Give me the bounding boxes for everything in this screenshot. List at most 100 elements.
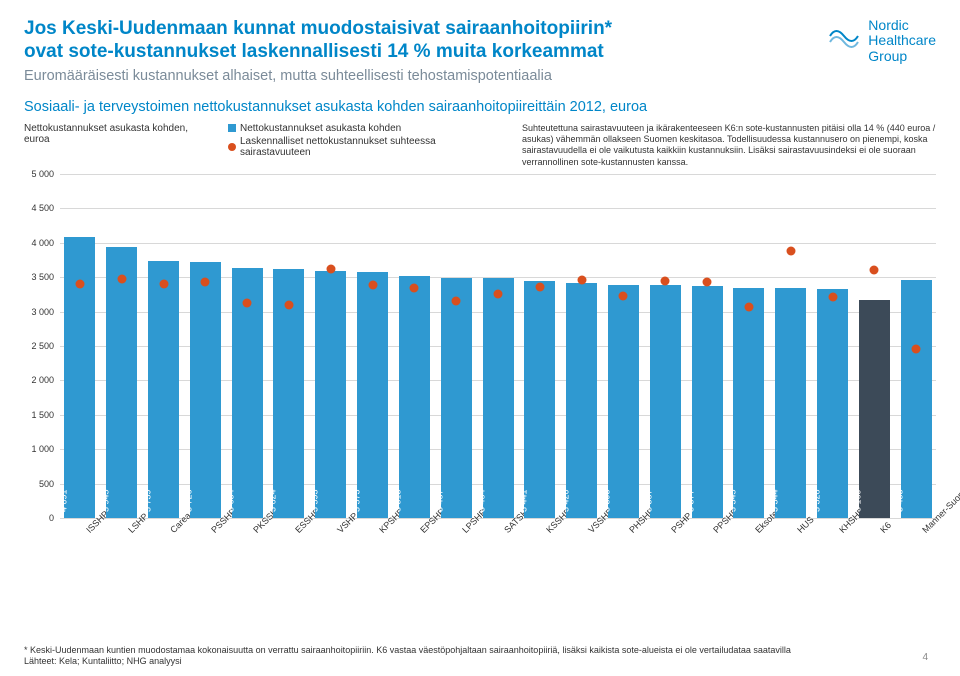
scatter-dot <box>744 303 753 312</box>
title-line-1: Jos Keski-Uudenmaan kunnat muodostaisiva… <box>24 18 612 39</box>
chart-column: 3 484SATSHP <box>478 174 518 518</box>
y-tick-label: 1 500 <box>31 410 54 420</box>
chart-column: 3 420VSSHP <box>562 174 602 518</box>
chart-column: 3 453Manner-Suomi pl.… <box>896 174 936 518</box>
legend-item-dot: Laskennalliset nettokustannukset suhtees… <box>228 136 508 158</box>
bar-value-label: 3 573 <box>351 489 361 512</box>
bar: 3 169 <box>859 300 890 518</box>
bar: 3 739 <box>148 261 179 518</box>
chart-column: 3 513EPSHP <box>395 174 435 518</box>
scatter-dot <box>912 344 921 353</box>
chart-column: 3 573KPSHP <box>353 174 393 518</box>
bar-value-label: 3 344 <box>769 489 779 512</box>
scatter-dot <box>326 264 335 273</box>
y-tick-label: 0 <box>49 513 54 523</box>
bar-value-label: 3 624 <box>268 489 278 512</box>
scatter-dot <box>410 284 419 293</box>
logo: Nordic Healthcare Group <box>826 18 936 85</box>
y-tick-label: 4 500 <box>31 203 54 213</box>
scatter-dot <box>452 296 461 305</box>
chart-column: 3 393PHSHP <box>604 174 644 518</box>
section-title: Sosiaali- ja terveystoimen nettokustannu… <box>24 99 936 115</box>
scatter-dot <box>703 278 712 287</box>
chart-column: 3 634PKSSK <box>227 174 267 518</box>
page-title: Jos Keski-Uudenmaan kunnat muodostaisiva… <box>24 18 806 64</box>
y-tick-label: 4 000 <box>31 238 54 248</box>
chart-column: 3 377PPSHP <box>687 174 727 518</box>
bar: 3 420 <box>566 283 597 518</box>
y-tick-label: 2 500 <box>31 341 54 351</box>
y-tick-label: 5 000 <box>31 169 54 179</box>
chart-column: 3 945LSHP <box>102 174 142 518</box>
bar: 3 377 <box>692 286 723 518</box>
bar: 3 441 <box>524 281 555 518</box>
scatter-dot <box>494 290 503 299</box>
bar-value-label: 3 387 <box>644 489 654 512</box>
scatter-dot <box>75 280 84 289</box>
chart-column: 3 328KHSHP <box>813 174 853 518</box>
y-tick-label: 3 500 <box>31 272 54 282</box>
chart-column: 3 726PSSHP <box>185 174 225 518</box>
bar-area: 4 091ISSHP3 945LSHP3 739Carea3 726PSSHP3… <box>60 174 936 518</box>
bar: 3 726 <box>190 262 221 518</box>
bar-swatch <box>228 124 236 132</box>
scatter-dot <box>619 292 628 301</box>
bar-value-label: 3 393 <box>602 489 612 512</box>
scatter-dot <box>201 278 210 287</box>
y-tick-label: 2 000 <box>31 375 54 385</box>
bar-value-label: 4 091 <box>59 489 69 512</box>
chart-column: 3 441KSSHP <box>520 174 560 518</box>
page-subtitle: Euromääräisesti kustannukset alhaiset, m… <box>24 68 806 85</box>
bar-value-label: 3 345 <box>728 489 738 512</box>
scatter-dot <box>786 247 795 256</box>
y-axis-title: Nettokustannukset asukasta kohden, euroa <box>24 123 214 168</box>
bar: 3 328 <box>817 289 848 518</box>
bar: 3 945 <box>106 247 137 518</box>
bar-value-label: 3 484 <box>477 489 487 512</box>
scatter-dot <box>535 282 544 291</box>
scatter-dot <box>828 293 837 302</box>
chart: 05001 0001 5002 0002 5003 0003 5004 0004… <box>24 174 936 564</box>
bar-value-label: 3 513 <box>393 489 403 512</box>
bar-value-label: 3 441 <box>519 489 529 512</box>
chart-column: 4 091ISSHP <box>60 174 100 518</box>
bar-value-label: 3 377 <box>686 489 696 512</box>
bar: 3 593 <box>315 271 346 518</box>
logo-text: Nordic Healthcare Group <box>868 18 936 64</box>
chart-column: 3 487LPSHP <box>436 174 476 518</box>
footnote-text: * Keski-Uudenmaan kuntien muodostamaa ko… <box>24 645 936 657</box>
scatter-dot <box>117 274 126 283</box>
bar-value-label: 3 634 <box>226 489 236 512</box>
bar-value-label: 3 169 <box>853 489 863 512</box>
scatter-dot <box>159 280 168 289</box>
scatter-dot <box>870 265 879 274</box>
bar: 3 573 <box>357 272 388 518</box>
chart-note: Suhteutettuna sairastavuuteen ja ikärake… <box>522 123 936 168</box>
y-tick-label: 500 <box>39 479 54 489</box>
legend: Nettokustannukset asukasta kohden Lasken… <box>228 123 508 168</box>
bar-value-label: 3 328 <box>811 489 821 512</box>
chart-column: 3 739Carea <box>144 174 184 518</box>
chart-column: 3 624ESSHP <box>269 174 309 518</box>
bar-value-label: 3 487 <box>435 489 445 512</box>
bar-value-label: 3 453 <box>895 489 905 512</box>
logo-icon <box>826 18 862 54</box>
chart-column: 3 593VSHP <box>311 174 351 518</box>
legend-item-bar: Nettokustannukset asukasta kohden <box>228 123 508 134</box>
bar: 3 387 <box>650 285 681 518</box>
bar: 3 453 <box>901 280 932 518</box>
scatter-dot <box>284 300 293 309</box>
chart-column: 3 344HUS <box>771 174 811 518</box>
bar: 3 345 <box>733 288 764 518</box>
bar-value-label: 3 726 <box>184 489 194 512</box>
chart-column: 3 387PSHP <box>645 174 685 518</box>
title-line-2: ovat sote-kustannukset laskennallisesti … <box>24 41 604 62</box>
scatter-dot <box>577 275 586 284</box>
chart-column: 3 169K6 <box>854 174 894 518</box>
bar: 3 393 <box>608 285 639 518</box>
bar-value-label: 3 739 <box>142 489 152 512</box>
bar-value-label: 3 593 <box>310 489 320 512</box>
dot-swatch <box>228 143 236 151</box>
x-tick-label: K6 <box>879 520 894 535</box>
legend-bar-label: Nettokustannukset asukasta kohden <box>240 123 401 134</box>
